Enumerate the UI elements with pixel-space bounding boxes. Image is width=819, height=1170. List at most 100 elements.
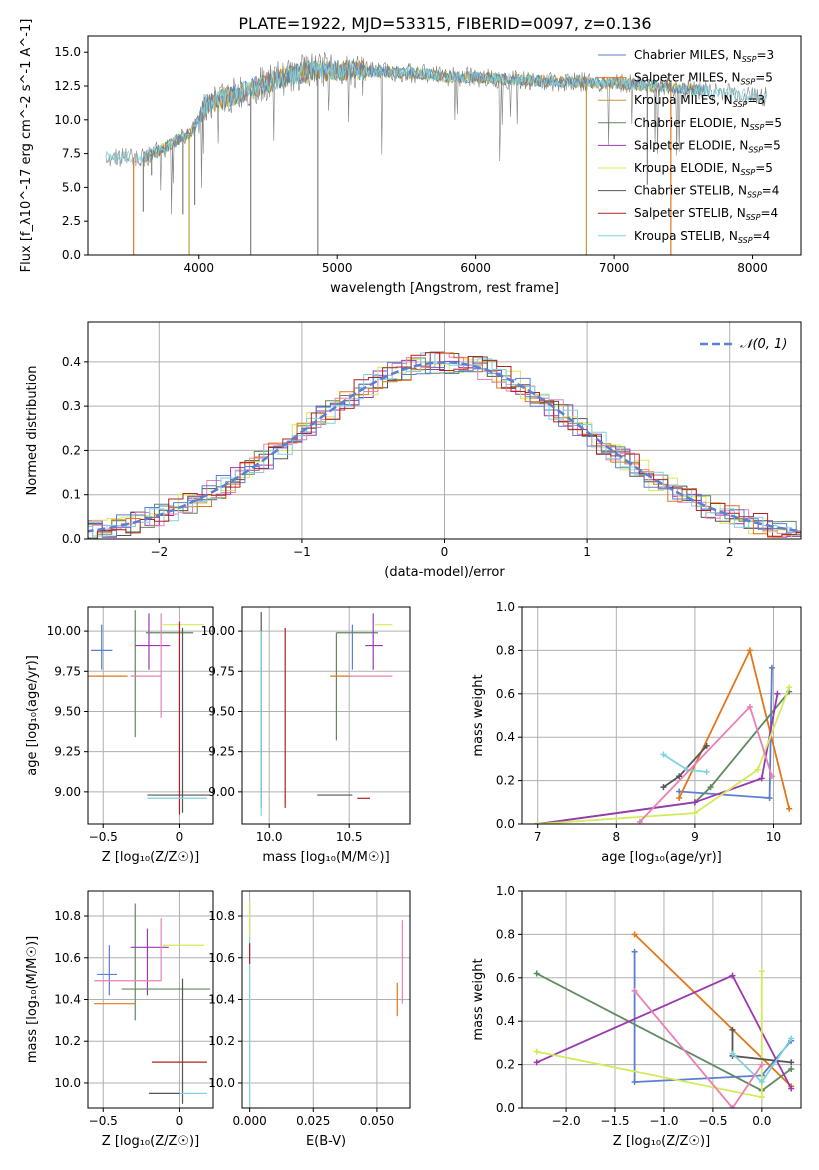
x-tick-label: 6000: [460, 261, 491, 275]
y-tick-label: 1.0: [496, 600, 515, 614]
x-tick-label: 2: [726, 545, 734, 559]
axes-frame: [87, 606, 214, 825]
weight-point: [533, 1048, 540, 1055]
weight-point: [758, 775, 765, 782]
y-tick-label: 9.75: [54, 664, 81, 678]
weight-point: [758, 1078, 765, 1085]
legend-label: Chabrier STELIB, NSSP=4: [634, 184, 779, 200]
y-axis-label: mass weight: [471, 674, 486, 756]
legend-label-text: Salpeter ELODIE, N: [634, 138, 748, 152]
y-tick-label: 10.00: [201, 624, 235, 638]
y-tick-label: 10.4: [54, 993, 81, 1007]
x-tick-label: 10.0: [256, 830, 283, 844]
panel-mass_vs_ebv: 0.000 0.025 0.050 10.0 10.2 10.4 10.6 10.8 E(B-V…: [208, 890, 411, 1149]
weight-point: [707, 784, 714, 791]
y-tick-label: 0.0: [496, 1101, 515, 1115]
y-tick-label: 2.5: [62, 214, 81, 228]
plot-area: [94, 903, 210, 1104]
plot-area: [534, 647, 793, 824]
axes-frame: [241, 606, 411, 825]
weight-point: [768, 664, 775, 671]
x-tick-label: −0.5: [698, 1114, 727, 1128]
y-tick-label: 0.6: [496, 971, 515, 985]
x-tick-label: 8: [612, 830, 620, 844]
weight-point: [691, 799, 698, 806]
x-tick-label: 1: [583, 545, 591, 559]
legend-label-subscript: SSP: [748, 145, 763, 154]
x-axis-label: Z [log₁₀(Z/Z☉)]: [102, 1134, 199, 1149]
weight-point: [631, 1078, 638, 1085]
x-tick-label: 0: [176, 830, 184, 844]
y-axis-label: age [log₁₀(age/yr)]: [25, 655, 40, 776]
x-tick-label: 0.000: [232, 1114, 266, 1128]
y-tick-label: 9.25: [54, 745, 81, 759]
y-tick-label: 10.4: [208, 993, 235, 1007]
y-tick-label: 0.0: [496, 817, 515, 831]
y-tick-label: 10.2: [54, 1034, 81, 1048]
weight-point: [774, 690, 781, 697]
errorbar-marker: [135, 613, 171, 670]
axes-frame: [521, 606, 802, 825]
weight-point: [631, 987, 638, 994]
x-tick-label: 0.050: [360, 1114, 394, 1128]
x-axis-label: wavelength [Angstrom, rest frame]: [330, 281, 559, 296]
legend-label-text: Chabrier STELIB, N: [634, 184, 747, 198]
axes-frame: [241, 890, 411, 1109]
legend-label-subscript: SSP: [738, 236, 753, 245]
y-tick-label: 10.0: [54, 113, 81, 127]
errorbar-marker: [365, 613, 383, 670]
x-tick-label: −1.0: [649, 1114, 678, 1128]
weight-point: [788, 1035, 795, 1042]
weight-point: [729, 1105, 736, 1108]
legend-label-suffix: =5: [755, 71, 773, 85]
x-tick-label: −0.5: [89, 830, 118, 844]
y-tick-label: 10.8: [208, 909, 235, 923]
x-tick-label: 7: [534, 830, 542, 844]
x-tick-label: 10.5: [336, 830, 363, 844]
y-tick-label: 0.4: [62, 355, 81, 369]
axes-frame: [87, 890, 214, 1109]
y-tick-label: 9.50: [208, 704, 235, 718]
legend-label-subscript: SSP: [746, 213, 761, 222]
plot-area: [88, 351, 801, 539]
plot-area: [533, 931, 795, 1108]
axes-frame: [87, 35, 802, 256]
weight-point: [746, 703, 753, 710]
panel-weight_vs_age: 7 8 9 10 0.0 0.2 0.4 0.6 0.8 1.0 age [log₁₀(age/yr…: [471, 600, 802, 865]
x-tick-label: 0: [176, 1114, 184, 1128]
residual-histogram: [88, 352, 801, 539]
y-axis-label: mass [log₁₀(M/M☉)]: [25, 936, 40, 1063]
x-tick-label: 7000: [599, 261, 630, 275]
figure-title: PLATE=1922, MJD=53315, FIBERID=0097, z=0…: [238, 14, 651, 33]
weight-line: [537, 686, 791, 824]
legend-label: Kroupa ELODIE, NSSP=5: [634, 161, 773, 177]
y-tick-label: 10.00: [47, 624, 81, 638]
y-tick-label: 10.2: [208, 1034, 235, 1048]
y-tick-label: 0.4: [496, 1014, 515, 1028]
axes-frame: [87, 321, 802, 540]
x-axis-label: mass [log₁₀(M/M☉)]: [262, 850, 389, 865]
y-tick-label: 0.6: [496, 687, 515, 701]
weight-point: [788, 1065, 795, 1072]
spectrum-line: [143, 59, 705, 163]
y-tick-label: 0.0: [62, 532, 81, 546]
x-tick-label: 9: [691, 830, 699, 844]
weight-point: [703, 768, 710, 775]
panel-age_vs_mass: 10.0 10.5 9.00 9.25 9.50 9.75 10.00 mass [log₁₀…: [201, 606, 411, 865]
y-tick-label: 9.00: [54, 785, 81, 799]
weight-point: [786, 805, 793, 812]
y-tick-label: 0.2: [496, 774, 515, 788]
weight-point: [754, 766, 761, 773]
gaussian-curve: [88, 361, 801, 533]
x-axis-label: Z [log₁₀(Z/Z☉)]: [102, 850, 199, 865]
y-tick-label: 9.00: [208, 785, 235, 799]
legend-label-text: Kroupa ELODIE, N: [634, 161, 741, 175]
errorbar-marker: [130, 613, 162, 718]
legend-label-text: Chabrier ELODIE, N: [634, 116, 750, 130]
weight-point: [758, 968, 765, 975]
errorbar-marker: [97, 945, 117, 996]
legend-label: Salpeter STELIB, NSSP=4: [634, 206, 778, 222]
panel-residuals: −2 −1 0 1 2 0.0 0.1 0.2 0.3 0.4 (data-model)/error…: [25, 321, 802, 580]
legend-label: Kroupa MILES, NSSP=3: [634, 93, 765, 109]
